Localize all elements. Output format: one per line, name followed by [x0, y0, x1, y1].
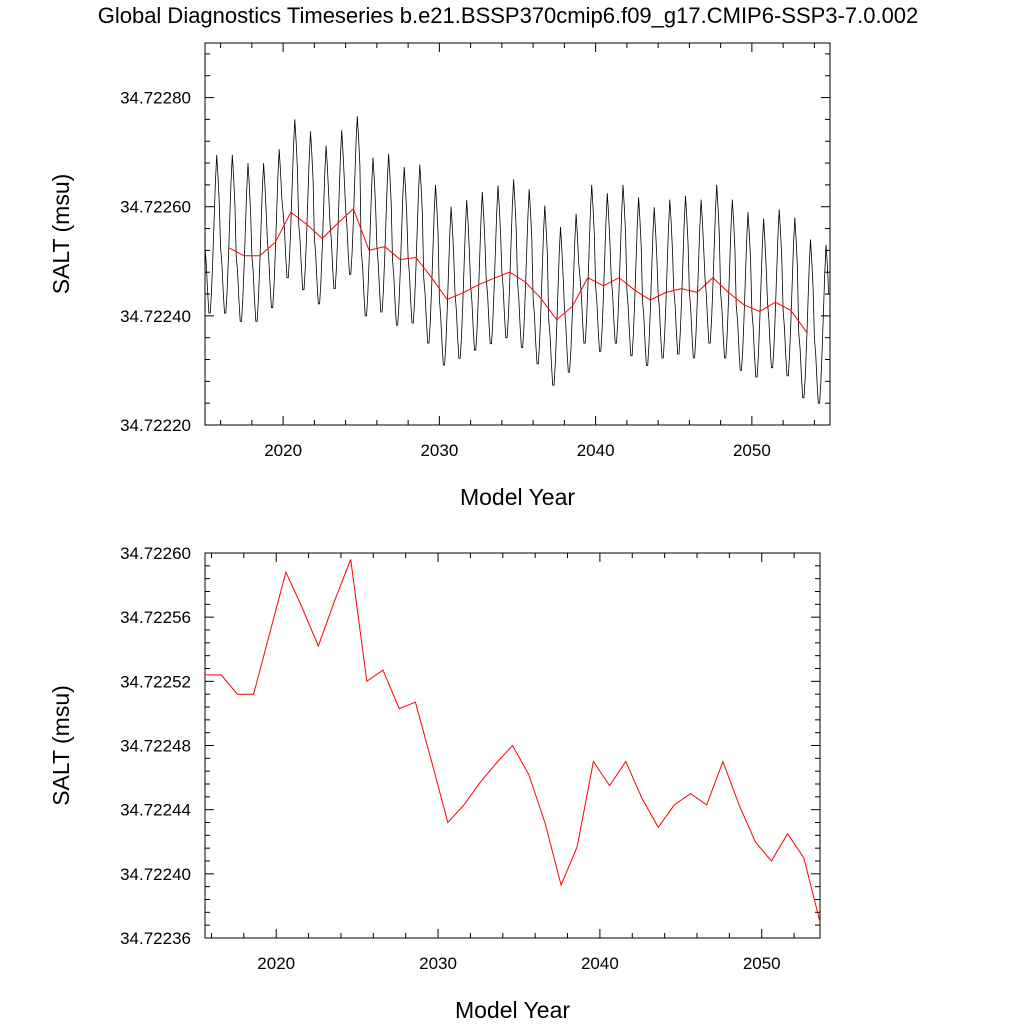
y-tick-label: 34.72260 — [120, 544, 191, 563]
plot-frame — [204, 42, 831, 426]
x-axis-label: Model Year — [460, 484, 575, 510]
annual-mean-series-line — [228, 208, 808, 333]
y-tick-label: 34.72280 — [120, 89, 191, 108]
x-tick-label: 2020 — [264, 441, 302, 460]
monthly-series-line — [204, 116, 830, 404]
y-tick-label: 34.72244 — [120, 801, 191, 820]
y-tick-label: 34.72236 — [120, 929, 191, 948]
x-tick-label: 2040 — [581, 954, 619, 973]
y-axis-label: SALT (msu) — [48, 174, 74, 295]
y-tick-label: 34.72248 — [120, 737, 191, 756]
bottom-panel: 2020 2030 2040 2050 34.72236 34.72240 34.72244… — [48, 544, 821, 1023]
page-title: Global Diagnostics Timeseries b.e21.BSSP… — [98, 3, 919, 28]
y-tick-label: 34.72240 — [120, 865, 191, 884]
x-tick-label: 2050 — [733, 441, 771, 460]
annual-mean-series-line — [205, 559, 821, 923]
x-tick-label: 2030 — [420, 441, 458, 460]
x-tick-label: 2050 — [743, 954, 781, 973]
y-tick-label: 34.72256 — [120, 608, 191, 627]
y-tick-label: 34.72220 — [120, 416, 191, 435]
x-tick-label: 2030 — [419, 954, 457, 973]
y-tick-label: 34.72252 — [120, 672, 191, 691]
x-tick-label: 2020 — [257, 954, 295, 973]
x-axis-label: Model Year — [455, 997, 570, 1023]
top-panel: 2020 2030 2040 2050 34.72220 34.72240 34.72260… — [48, 42, 831, 510]
x-tick-label: 2040 — [577, 441, 615, 460]
y-tick-label: 34.72240 — [120, 307, 191, 326]
y-tick-label: 34.72260 — [120, 198, 191, 217]
y-axis-label: SALT (msu) — [48, 685, 74, 806]
